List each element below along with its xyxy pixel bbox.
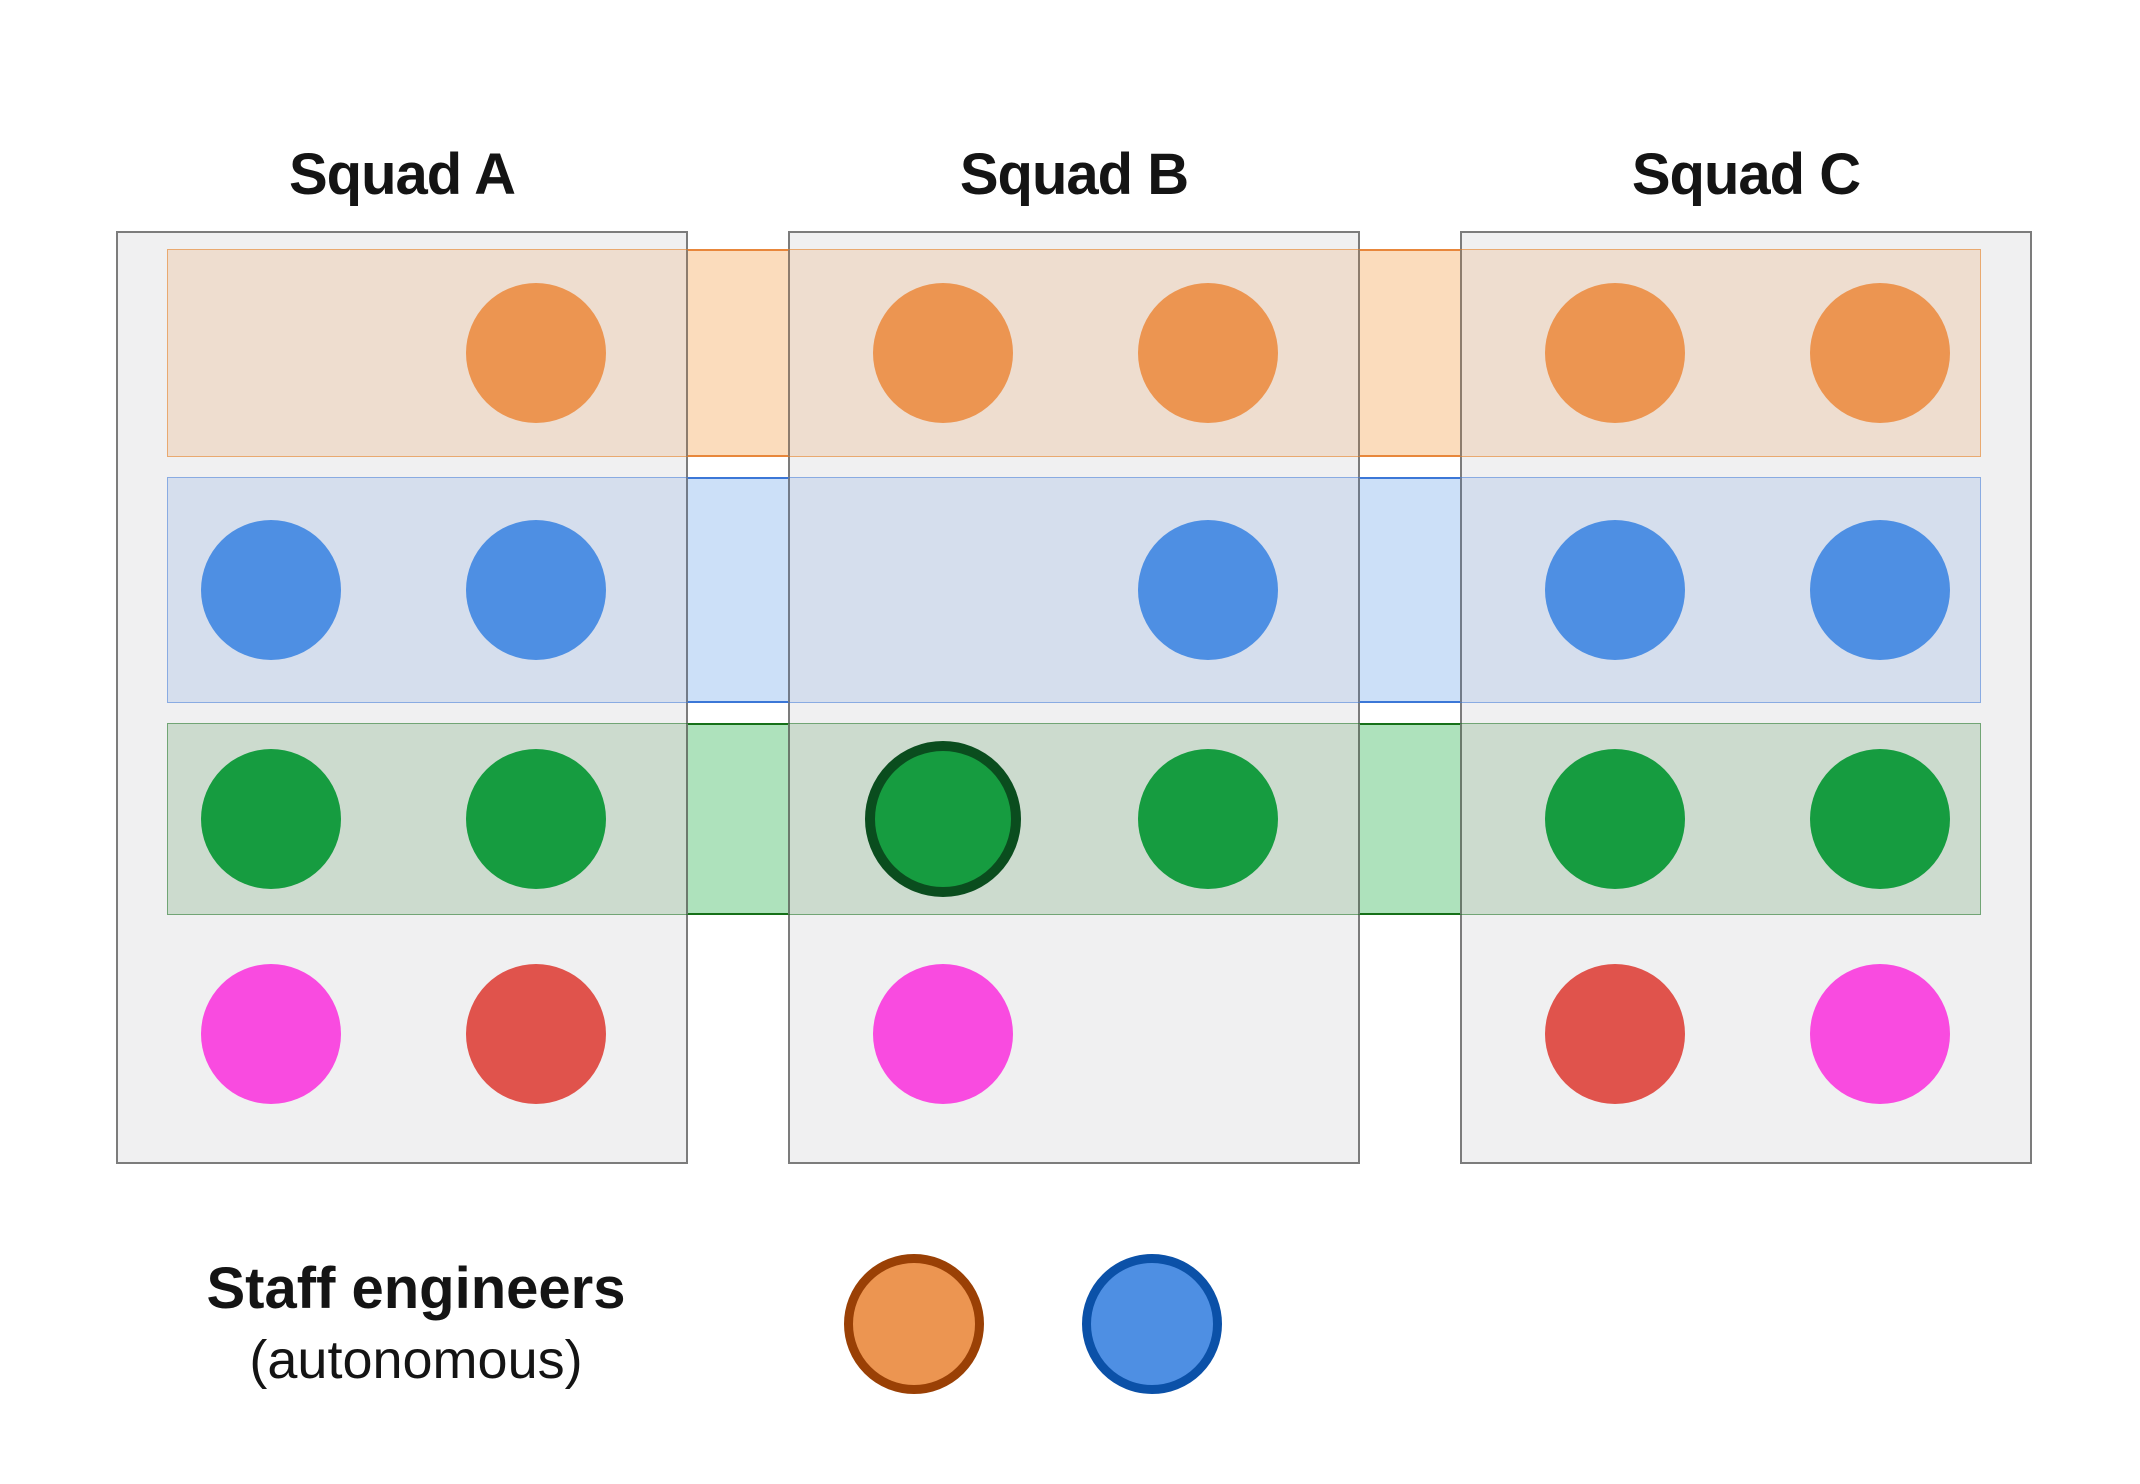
- engineer-dot-green: [201, 749, 341, 889]
- squad-c-title: Squad C: [1631, 142, 1861, 207]
- engineer-dot-green: [1138, 749, 1278, 889]
- band-blue-connector-gap1: [688, 477, 788, 703]
- engineer-dot-green-ringed: [865, 741, 1021, 897]
- engineer-dot-blue: [1810, 520, 1950, 660]
- engineer-dot-orange: [1545, 283, 1685, 423]
- squad-b-title: Squad B: [959, 142, 1189, 207]
- engineer-dot-magenta: [873, 964, 1013, 1104]
- band-green-connector-gap1: [688, 723, 788, 915]
- legend-subtitle: (autonomous): [249, 1330, 583, 1390]
- engineer-dot-green: [1810, 749, 1950, 889]
- band-orange-connector-gap1: [688, 249, 788, 457]
- staff-engineer-marker-orange: [844, 1254, 984, 1394]
- engineer-dot-orange: [1138, 283, 1278, 423]
- band-green-connector-gap2: [1360, 723, 1460, 915]
- engineer-dot-blue: [1545, 520, 1685, 660]
- staff-engineer-marker-blue: [1082, 1254, 1222, 1394]
- engineer-dot-red: [1545, 964, 1685, 1104]
- engineer-dot-orange: [466, 283, 606, 423]
- engineer-dot-magenta: [201, 964, 341, 1104]
- legend-title: Staff engineers: [206, 1256, 626, 1321]
- engineer-dot-orange: [873, 283, 1013, 423]
- legend: Staff engineers (autonomous): [120, 1254, 712, 1396]
- engineer-dot-blue: [466, 520, 606, 660]
- engineer-dot-blue: [201, 520, 341, 660]
- engineer-dot-green: [1545, 749, 1685, 889]
- engineer-dot-magenta: [1810, 964, 1950, 1104]
- engineer-dot-red: [466, 964, 606, 1104]
- squad-a-title: Squad A: [288, 142, 516, 207]
- engineer-dot-green: [466, 749, 606, 889]
- band-orange-connector-gap2: [1360, 249, 1460, 457]
- band-blue-connector-gap2: [1360, 477, 1460, 703]
- engineer-dot-blue: [1138, 520, 1278, 660]
- engineer-dot-orange: [1810, 283, 1950, 423]
